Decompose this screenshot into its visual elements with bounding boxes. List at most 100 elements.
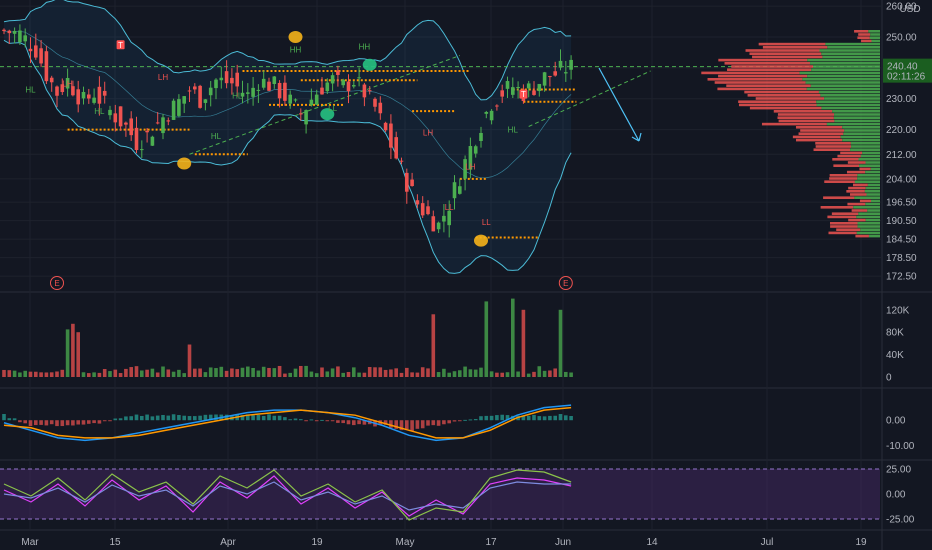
volume-bar bbox=[97, 372, 102, 377]
macd-histogram-bar bbox=[12, 418, 17, 421]
volume-profile-bar bbox=[758, 42, 826, 46]
volume-profile-bar bbox=[830, 225, 858, 228]
volume-profile-bar bbox=[837, 154, 861, 158]
volume-bar bbox=[410, 372, 414, 377]
candle-body bbox=[2, 29, 6, 32]
countdown-label: 02:11:26 bbox=[887, 72, 926, 83]
volume-profile-bar bbox=[866, 193, 880, 196]
volume-tick-label: 0 bbox=[886, 373, 892, 384]
macd-histogram-bar bbox=[44, 420, 49, 426]
volume-profile-bar bbox=[853, 206, 880, 209]
macd-histogram-bar bbox=[330, 420, 335, 422]
volume-profile-bar bbox=[707, 78, 803, 81]
macd-histogram-bar bbox=[383, 420, 388, 425]
candle-body bbox=[314, 94, 319, 105]
volume-bar bbox=[341, 372, 345, 377]
candle-body bbox=[251, 87, 255, 97]
macd-histogram-bar bbox=[346, 420, 351, 425]
volume-bar bbox=[558, 309, 563, 377]
volume-bar bbox=[230, 368, 234, 377]
swing-label: HL bbox=[508, 126, 519, 135]
macd-histogram-bar bbox=[283, 417, 287, 421]
price-pane[interactable]: HL HL HL HL HH HH LL HL LH LH LH LL LH LL T T bbox=[0, 0, 882, 274]
volume-profile-bar bbox=[850, 193, 867, 196]
candle-body bbox=[473, 146, 478, 154]
candle-body bbox=[7, 30, 12, 34]
candle-body bbox=[60, 84, 65, 93]
time-tick-label: Mar bbox=[21, 537, 39, 548]
volume-bar bbox=[203, 372, 208, 377]
volume-profile-bar bbox=[718, 74, 808, 78]
volume-profile-bar bbox=[701, 71, 800, 75]
volume-bar bbox=[44, 372, 49, 377]
candle-body bbox=[304, 110, 308, 125]
last-price-tag bbox=[883, 58, 932, 83]
candle-body bbox=[219, 77, 224, 81]
candle-body bbox=[71, 86, 75, 96]
macd-histogram-bar bbox=[336, 420, 340, 423]
macd-histogram-bar bbox=[224, 414, 229, 421]
volume-bar bbox=[283, 373, 287, 377]
time-scale[interactable]: Mar 15 Apr 19 May 17 Jun 14 Jul 19 bbox=[21, 537, 867, 548]
volume-profile-bar bbox=[823, 196, 855, 199]
pivot-marker bbox=[320, 108, 335, 121]
volume-bar bbox=[521, 309, 526, 377]
candle-body bbox=[55, 86, 59, 96]
volume-profile-bar bbox=[864, 190, 880, 193]
volume-profile-bar bbox=[867, 183, 880, 187]
swing-label: LL bbox=[328, 104, 337, 113]
candle-body bbox=[505, 81, 510, 89]
candle-body bbox=[129, 118, 133, 136]
macd-histogram-bar bbox=[309, 419, 314, 421]
volume-bar bbox=[34, 371, 38, 377]
volume-bar bbox=[537, 366, 542, 377]
price-scale[interactable]: 260.00250.00240.00230.00220.00212.00204.… bbox=[883, 2, 932, 526]
candle-body bbox=[39, 48, 43, 64]
candle-body bbox=[177, 99, 181, 116]
candle-body bbox=[235, 72, 239, 87]
candle-body bbox=[49, 77, 54, 83]
macd-histogram-bar bbox=[272, 415, 277, 421]
volume-profile-bar bbox=[850, 148, 880, 151]
macd-histogram-bar bbox=[18, 420, 22, 423]
candle-body bbox=[468, 146, 473, 170]
candle-body bbox=[330, 75, 335, 84]
volume-profile-bar bbox=[865, 170, 880, 174]
flag-marker bbox=[519, 89, 528, 99]
macd-histogram-bar bbox=[352, 420, 356, 426]
candle-body bbox=[267, 81, 271, 91]
macd-histogram-bar bbox=[214, 414, 218, 421]
volume-profile-bar bbox=[857, 36, 870, 39]
swing-label: LH bbox=[158, 73, 168, 82]
volume-profile-bar bbox=[859, 164, 880, 167]
volume-profile-bar bbox=[822, 55, 880, 59]
volume-bar bbox=[134, 366, 139, 377]
volume-bar bbox=[102, 369, 107, 377]
candle-body bbox=[394, 137, 398, 159]
volume-bar bbox=[500, 372, 504, 377]
volume-profile-bar bbox=[846, 170, 866, 174]
volume-bar bbox=[150, 368, 155, 377]
macd-histogram-bar bbox=[357, 420, 361, 425]
volume-profile-bar bbox=[851, 209, 868, 212]
macd-histogram-bar bbox=[420, 420, 425, 429]
volume-bar bbox=[60, 369, 65, 377]
volume-bar bbox=[235, 369, 239, 377]
rsi-pane[interactable] bbox=[0, 468, 880, 521]
volume-bar bbox=[76, 332, 80, 377]
volume-profile-bar bbox=[857, 177, 880, 180]
volume-bar bbox=[389, 369, 393, 377]
candle-body bbox=[309, 99, 314, 106]
volume-bar bbox=[426, 368, 430, 377]
candle-body bbox=[299, 113, 303, 115]
volume-profile-bar bbox=[870, 167, 880, 171]
macd-histogram-bar bbox=[447, 420, 451, 424]
macd-histogram-bar bbox=[87, 420, 91, 424]
macd-pane[interactable] bbox=[2, 404, 573, 442]
volume-bar bbox=[246, 366, 250, 377]
macd-histogram-bar bbox=[187, 416, 192, 421]
candle-body bbox=[246, 92, 250, 94]
volume-profile-bar bbox=[847, 161, 866, 164]
